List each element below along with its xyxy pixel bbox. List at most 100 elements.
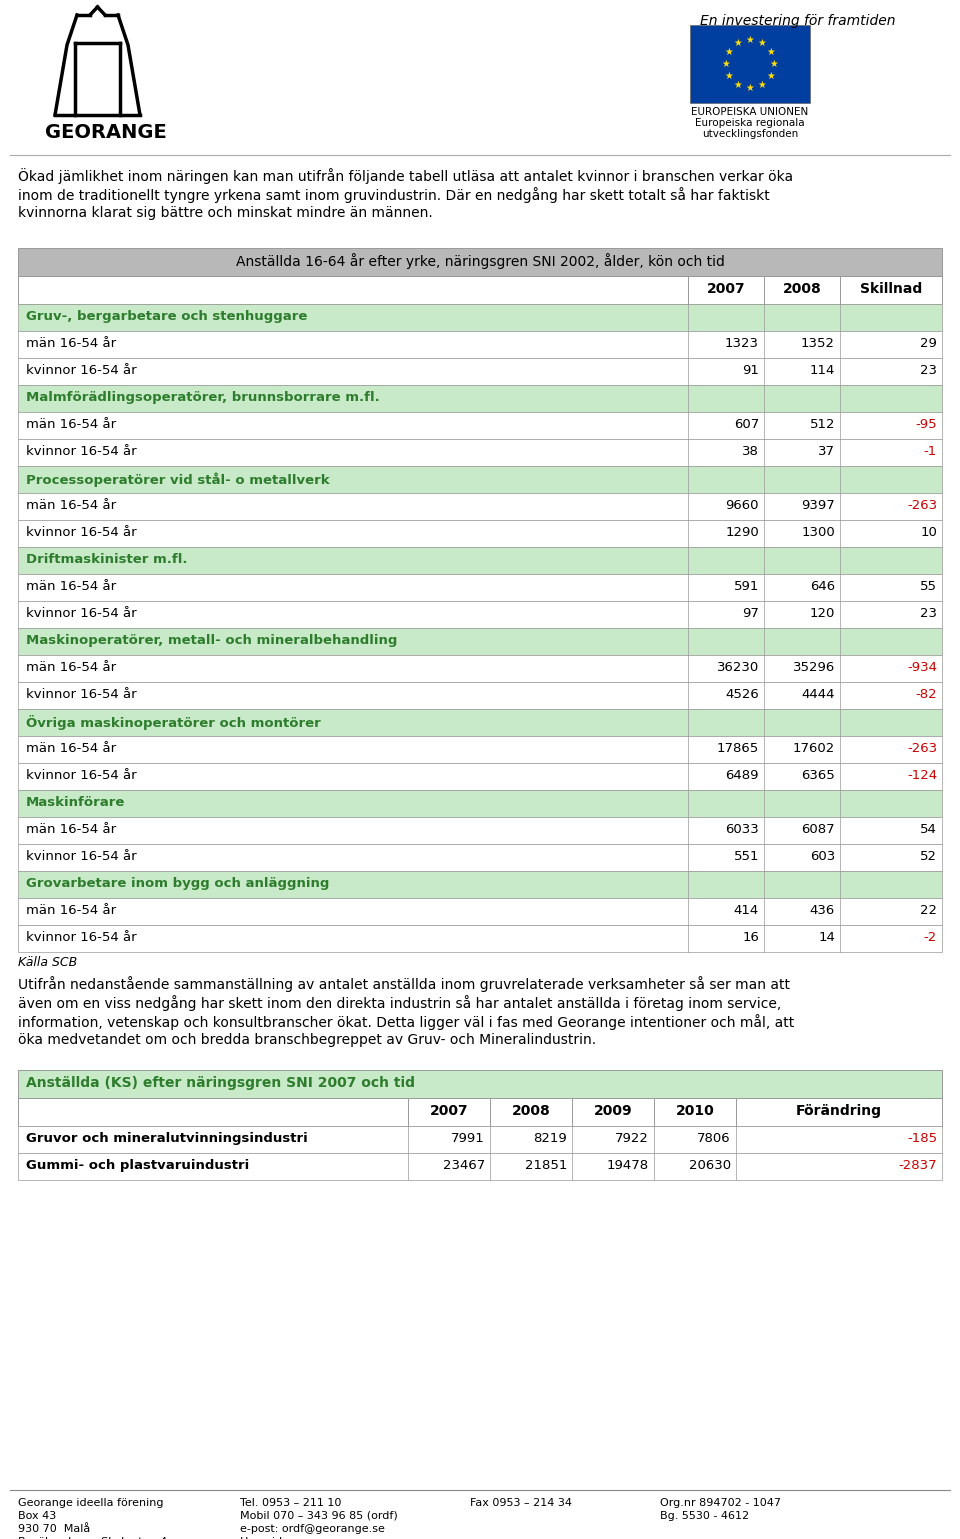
Text: kvinnor 16-54 år: kvinnor 16-54 år	[26, 931, 136, 943]
Bar	[18, 1070, 942, 1097]
Text: Mobil 070 – 343 96 85 (ordf): Mobil 070 – 343 96 85 (ordf)	[240, 1511, 397, 1521]
Bar	[18, 871, 942, 897]
Text: -263: -263	[907, 499, 937, 512]
Text: utvecklingsfonden: utvecklingsfonden	[702, 129, 798, 139]
Text: Maskinförare: Maskinförare	[26, 796, 126, 810]
Text: ★: ★	[766, 71, 775, 82]
Bar	[18, 843, 942, 871]
Text: öka medvetandet om och bredda branschbegreppet av Gruv- och Mineralindustrin.: öka medvetandet om och bredda branschbeg…	[18, 1033, 596, 1047]
Bar	[18, 492, 942, 520]
Text: e-post: ordf@georange.se: e-post: ordf@georange.se	[240, 1524, 385, 1534]
Text: Box 43: Box 43	[18, 1511, 57, 1521]
Text: 14: 14	[818, 931, 835, 943]
Text: 7922: 7922	[615, 1133, 649, 1145]
Text: ★: ★	[733, 38, 742, 48]
Text: kvinnor 16-54 år: kvinnor 16-54 år	[26, 688, 136, 700]
Text: män 16-54 år: män 16-54 år	[26, 499, 116, 512]
Text: 120: 120	[809, 606, 835, 620]
Bar	[18, 248, 942, 275]
Text: 114: 114	[809, 365, 835, 377]
Text: män 16-54 år: män 16-54 år	[26, 742, 116, 756]
Text: 54: 54	[920, 823, 937, 836]
Text: 9660: 9660	[726, 499, 759, 512]
Text: 38: 38	[742, 445, 759, 459]
Text: 23467: 23467	[443, 1159, 485, 1173]
Text: 97: 97	[742, 606, 759, 620]
Text: Europeiska regionala: Europeiska regionala	[695, 119, 804, 128]
Text: -95: -95	[916, 419, 937, 431]
Bar	[18, 817, 942, 843]
Text: även om en viss nedgång har skett inom den direkta industrin så har antalet anst: även om en viss nedgång har skett inom d…	[18, 996, 781, 1011]
Text: Förändring: Förändring	[796, 1103, 882, 1117]
Text: Ökad jämlikhet inom näringen kan man utifrån följande tabell utläsa att antalet : Ökad jämlikhet inom näringen kan man uti…	[18, 168, 793, 185]
Text: Källa SCB: Källa SCB	[18, 956, 77, 970]
Text: 2007: 2007	[707, 282, 745, 295]
Text: 23: 23	[920, 365, 937, 377]
Text: Gruvor och mineralutvinningsindustri: Gruvor och mineralutvinningsindustri	[26, 1133, 308, 1145]
Text: Org.nr 894702 - 1047: Org.nr 894702 - 1047	[660, 1497, 781, 1508]
Text: ★: ★	[746, 83, 755, 92]
Text: 7991: 7991	[451, 1133, 485, 1145]
Bar	[18, 331, 942, 359]
Text: 37: 37	[818, 445, 835, 459]
Text: -1: -1	[924, 445, 937, 459]
Text: kvinnor 16-54 år: kvinnor 16-54 år	[26, 526, 136, 539]
Text: 603: 603	[809, 850, 835, 863]
Text: En investering för framtiden: En investering för framtiden	[700, 14, 896, 28]
Text: ★: ★	[757, 38, 766, 48]
Bar	[18, 574, 942, 602]
Bar	[18, 359, 942, 385]
Bar	[18, 897, 942, 925]
Text: 2008: 2008	[782, 282, 822, 295]
Bar	[18, 925, 942, 953]
Bar	[18, 628, 942, 656]
Text: Gruv-, bergarbetare och stenhuggare: Gruv-, bergarbetare och stenhuggare	[26, 309, 307, 323]
Bar	[18, 736, 942, 763]
Text: 591: 591	[733, 580, 759, 593]
Text: Fax 0953 – 214 34: Fax 0953 – 214 34	[470, 1497, 572, 1508]
Text: 512: 512	[809, 419, 835, 431]
Bar	[18, 1127, 942, 1153]
Text: 23: 23	[920, 606, 937, 620]
Text: GEORANGE: GEORANGE	[45, 123, 167, 142]
Bar	[18, 1097, 942, 1127]
Text: kvinnor 16-54 år: kvinnor 16-54 år	[26, 445, 136, 459]
Text: Malmförädlingsoperatörer, brunnsborrare m.fl.: Malmförädlingsoperatörer, brunnsborrare …	[26, 391, 380, 405]
Text: 16: 16	[742, 931, 759, 943]
Text: 2010: 2010	[676, 1103, 714, 1117]
Text: 8219: 8219	[533, 1133, 567, 1145]
Bar	[18, 305, 942, 331]
Text: 20630: 20630	[689, 1159, 731, 1173]
Text: Anställda 16-64 år efter yrke, näringsgren SNI 2002, ålder, kön och tid: Anställda 16-64 år efter yrke, näringsgr…	[235, 252, 725, 269]
Text: Skillnad: Skillnad	[860, 282, 923, 295]
Text: Processoperatörer vid stål- o metallverk: Processoperatörer vid stål- o metallverk	[26, 472, 329, 486]
Bar	[18, 656, 942, 682]
Text: Tel. 0953 – 211 10: Tel. 0953 – 211 10	[240, 1497, 342, 1508]
Text: Övriga maskinoperatörer och montörer: Övriga maskinoperatörer och montörer	[26, 716, 321, 729]
Text: -185: -185	[907, 1133, 937, 1145]
Text: 436: 436	[809, 903, 835, 917]
Text: 646: 646	[810, 580, 835, 593]
Text: män 16-54 år: män 16-54 år	[26, 903, 116, 917]
Text: 55: 55	[920, 580, 937, 593]
Text: 4526: 4526	[725, 688, 759, 700]
Text: 6489: 6489	[726, 770, 759, 782]
Text: kvinnor 16-54 år: kvinnor 16-54 år	[26, 365, 136, 377]
Text: Gummi- och plastvaruindustri: Gummi- och plastvaruindustri	[26, 1159, 250, 1173]
Text: 22: 22	[920, 903, 937, 917]
Text: 7806: 7806	[697, 1133, 731, 1145]
Text: kvinnorna klarat sig bättre och minskat mindre än männen.: kvinnorna klarat sig bättre och minskat …	[18, 206, 433, 220]
Text: 29: 29	[920, 337, 937, 349]
Text: ★: ★	[766, 48, 775, 57]
Bar	[18, 709, 942, 736]
Text: -2837: -2837	[899, 1159, 937, 1173]
Text: EUROPEISKA UNIONEN: EUROPEISKA UNIONEN	[691, 108, 808, 117]
Text: inom de traditionellt tyngre yrkena samt inom gruvindustrin. Där en nedgång har : inom de traditionellt tyngre yrkena samt…	[18, 188, 770, 203]
Text: män 16-54 år: män 16-54 år	[26, 660, 116, 674]
Text: kvinnor 16-54 år: kvinnor 16-54 år	[26, 606, 136, 620]
Text: -124: -124	[907, 770, 937, 782]
Text: ★: ★	[733, 80, 742, 89]
Text: 21851: 21851	[524, 1159, 567, 1173]
Text: ★: ★	[746, 35, 755, 45]
Bar	[18, 412, 942, 439]
